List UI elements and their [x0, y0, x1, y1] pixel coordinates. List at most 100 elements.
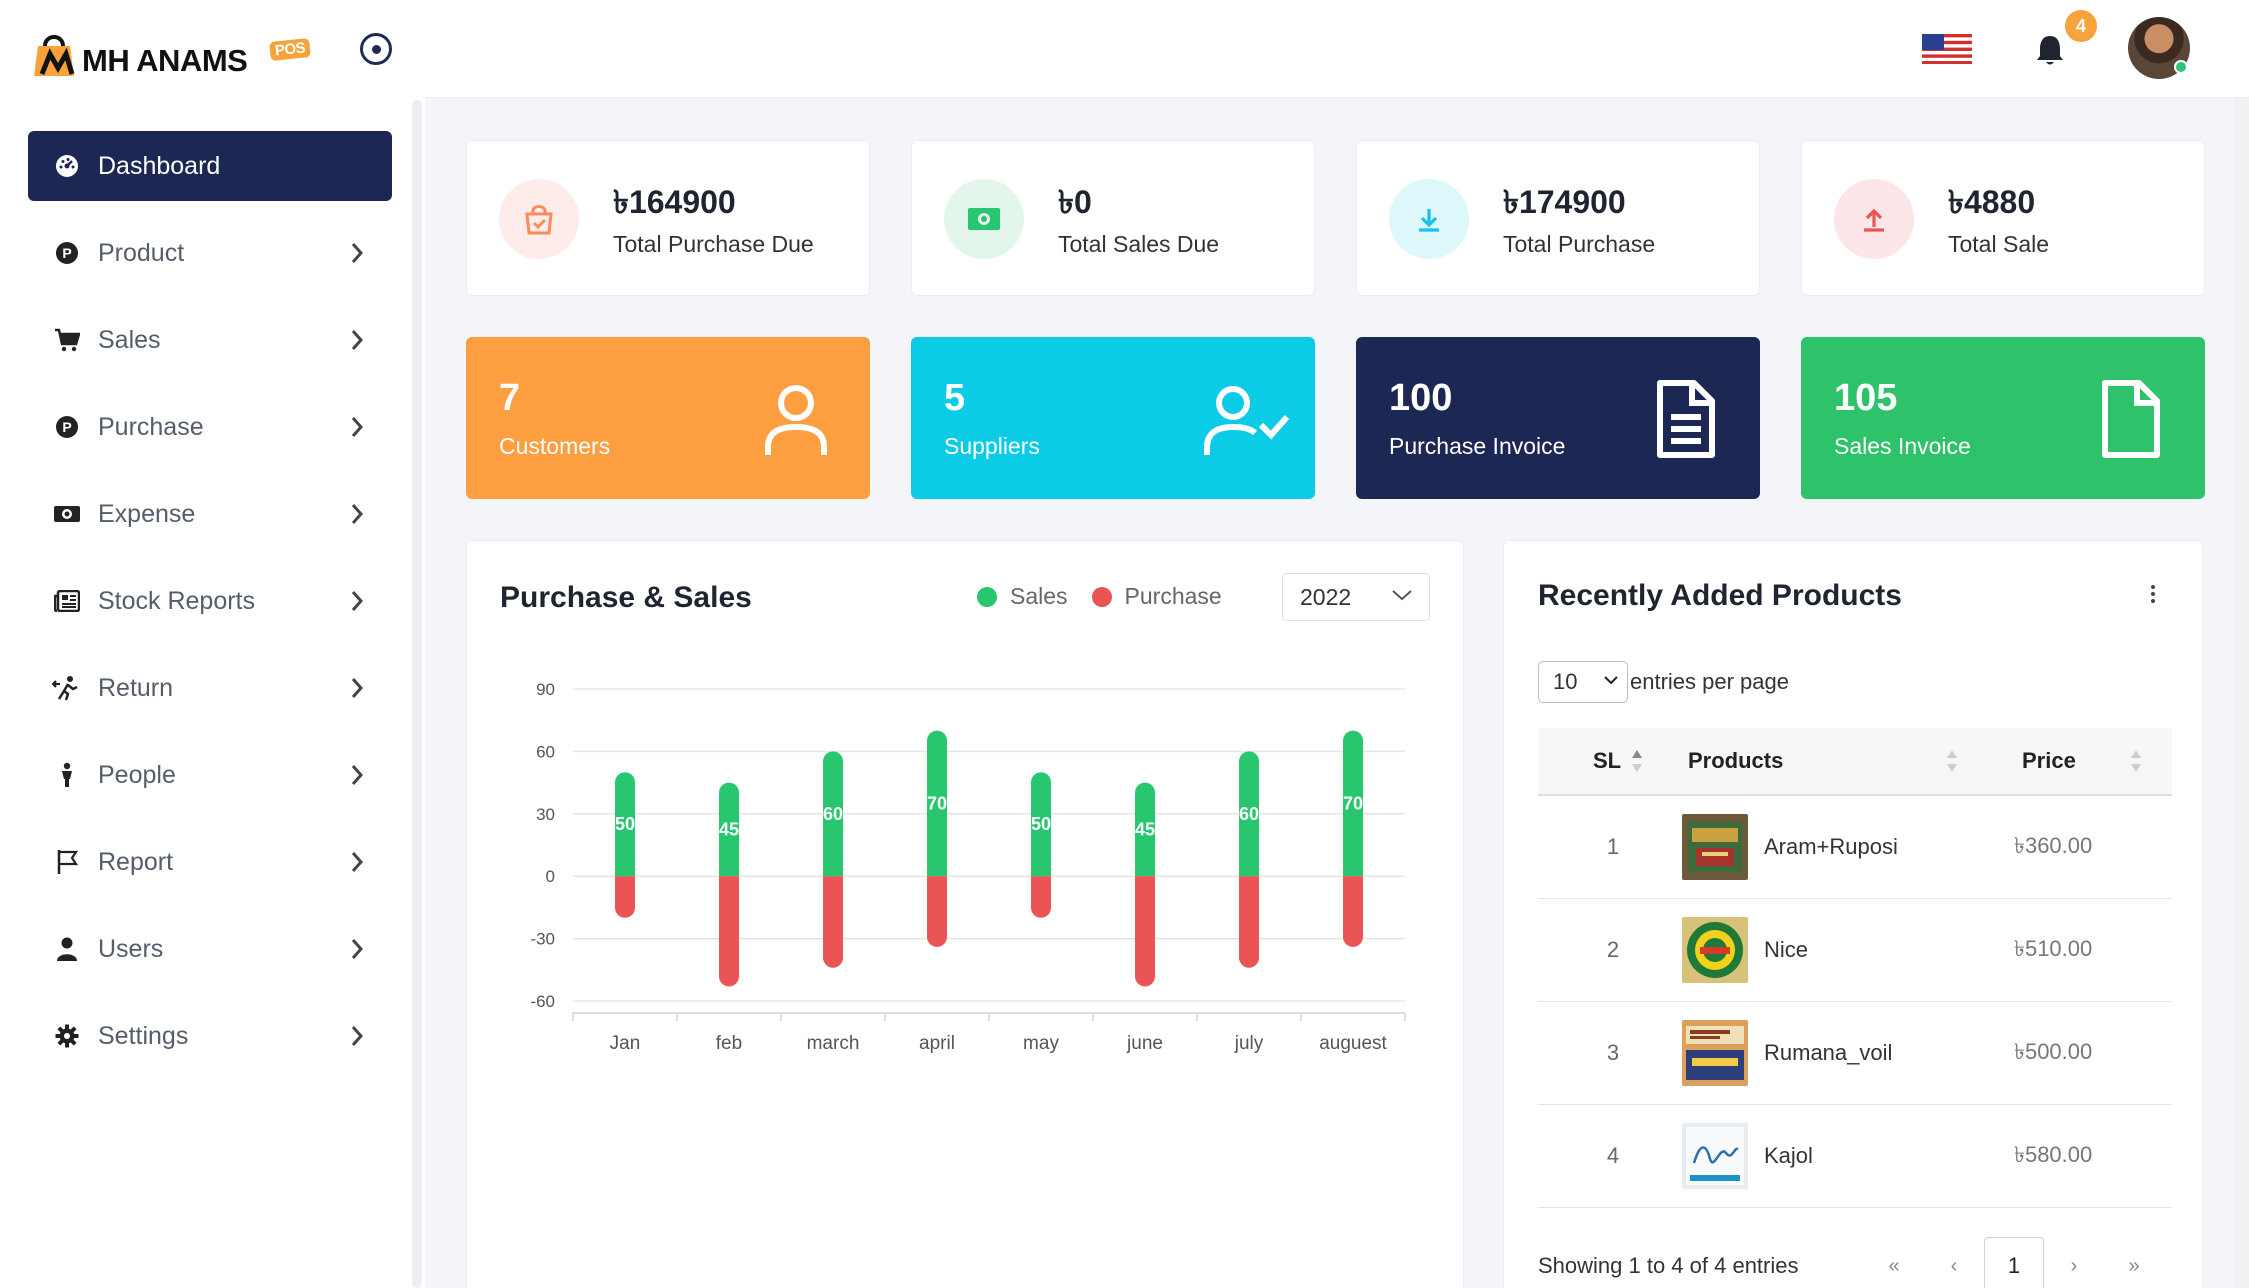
pagination: « ‹ 1 › »	[1864, 1237, 2164, 1288]
document-icon	[1657, 380, 1715, 458]
user-check-icon	[1204, 386, 1290, 455]
next-page-button[interactable]: ›	[2070, 1254, 2078, 1277]
chart-legend: Sales Purchase	[977, 583, 1246, 610]
chevron-right-icon	[346, 677, 368, 699]
sidebar-item-label: Report	[98, 847, 174, 876]
legend-item-purchase[interactable]: Purchase	[1091, 583, 1222, 610]
summary-label: Total Sales Due	[1058, 231, 1220, 257]
products-table: SL Products Price 1 Aram+Ruposi ৳360.00 …	[1538, 728, 2172, 1208]
brand-logo[interactable]: MH ANAMS POS	[28, 26, 312, 82]
count-card-suppliers[interactable]: 5 Suppliers	[911, 337, 1315, 499]
data-label: 50	[615, 814, 635, 834]
sales-bar	[927, 730, 947, 877]
more-options-icon[interactable]	[2148, 583, 2158, 609]
summary-amount: ৳4880	[1948, 184, 2036, 220]
data-label: 60	[823, 804, 843, 824]
sidebar-item-product[interactable]: P Product	[28, 218, 392, 288]
product-thumbnail	[1682, 1123, 1748, 1189]
count-value: 5	[944, 377, 966, 419]
product-price: ৳510.00	[2014, 935, 2093, 961]
legend-item-sales[interactable]: Sales	[977, 583, 1068, 610]
column-header-price[interactable]: Price	[1982, 728, 2172, 794]
prev-page-button[interactable]: ‹	[1950, 1254, 1958, 1277]
sidebar-item-users[interactable]: Users	[28, 914, 392, 984]
sales-bar-base	[615, 864, 635, 877]
us-flag-icon[interactable]	[1922, 34, 1972, 64]
sidebar-scrollbar[interactable]	[412, 100, 422, 1288]
bell-icon[interactable]	[2032, 32, 2068, 68]
sidebar-item-label: Product	[98, 238, 185, 267]
sidebar-toggle-button[interactable]	[360, 33, 392, 65]
y-tick-label: 90	[536, 680, 555, 699]
gear-icon	[52, 1021, 82, 1051]
sales-bar	[615, 772, 635, 877]
year-select[interactable]: 2022	[1282, 573, 1430, 621]
chevron-down-icon	[1604, 676, 1618, 685]
first-page-button[interactable]: «	[1888, 1254, 1900, 1277]
newspaper-icon	[52, 586, 82, 616]
chevron-right-icon	[346, 503, 368, 525]
sidebar-item-return[interactable]: Return	[28, 653, 392, 723]
notification-badge: 4	[2065, 10, 2097, 42]
data-label: 60	[1239, 804, 1259, 824]
purchase-sales-chart-card: Purchase & Sales Sales Purchase 2022 90 6…	[466, 540, 1464, 1288]
chevron-right-icon	[346, 938, 368, 960]
table-row[interactable]: 1 Aram+Ruposi ৳360.00	[1538, 796, 2172, 899]
data-label: 45	[719, 819, 739, 839]
x-tick-label: may	[1023, 1033, 1059, 1054]
column-header-products[interactable]: Products	[1648, 728, 1982, 794]
row-sl: 3	[1606, 1040, 1620, 1065]
count-label: Customers	[499, 433, 611, 459]
table-row[interactable]: 2 Nice ৳510.00	[1538, 899, 2172, 1002]
sort-icon	[1947, 750, 1957, 772]
count-card-sales-invoice[interactable]: 105 Sales Invoice	[1801, 337, 2205, 499]
x-tick-label: feb	[716, 1033, 742, 1054]
summary-card-total-sale: ৳4880 Total Sale	[1801, 140, 2205, 296]
page-scrollbar[interactable]	[2234, 98, 2249, 1288]
table-row[interactable]: 3 Rumana_voil ৳500.00	[1538, 1002, 2172, 1105]
sidebar-item-dashboard[interactable]: Dashboard	[28, 131, 392, 201]
count-label: Sales Invoice	[1834, 433, 1971, 459]
purchase-bar	[1343, 876, 1363, 947]
table-row[interactable]: 4 Kajol ৳580.00	[1538, 1105, 2172, 1208]
count-value: 105	[1834, 377, 1898, 419]
column-header-sl[interactable]: SL	[1538, 728, 1648, 794]
data-label: 45	[1135, 819, 1155, 839]
sidebar-item-label: Stock Reports	[98, 586, 256, 615]
row-sl: 4	[1606, 1143, 1620, 1168]
y-tick-label: -60	[530, 992, 555, 1011]
sidebar-item-settings[interactable]: Settings	[28, 1001, 392, 1071]
purchase-dot-icon	[1091, 586, 1112, 607]
purchase-bar	[823, 876, 843, 968]
sidebar-nav: Dashboard P Product Sales P Purchase Exp…	[28, 131, 392, 1088]
products-title: Recently Added Products	[1538, 579, 1902, 612]
purchase-icon: P	[52, 412, 82, 442]
chevron-right-icon	[346, 590, 368, 612]
product-thumbnail	[1682, 917, 1748, 983]
count-card-purchase-invoice[interactable]: 100 Purchase Invoice	[1356, 337, 1760, 499]
sidebar-item-label: Sales	[98, 325, 161, 354]
money-icon	[52, 499, 82, 529]
page-button-current[interactable]: 1	[1984, 1237, 2044, 1288]
product-thumbnail	[1682, 1020, 1748, 1086]
data-label: 50	[1031, 814, 1051, 834]
entries-per-page: 10 entries per page	[1538, 661, 1789, 703]
flag-icon	[52, 847, 82, 877]
sidebar-item-report[interactable]: Report	[28, 827, 392, 897]
purchase-bar	[927, 876, 947, 947]
sales-bar-base	[1343, 864, 1363, 877]
sales-bar-base	[719, 864, 739, 877]
sidebar-item-stock-reports[interactable]: Stock Reports	[28, 566, 392, 636]
table-header: SL Products Price	[1538, 728, 2172, 796]
last-page-button[interactable]: »	[2128, 1254, 2140, 1277]
purchase-bar-base	[615, 876, 635, 889]
sidebar-item-purchase[interactable]: P Purchase	[28, 392, 392, 462]
legend-label: Sales	[1010, 583, 1068, 609]
sidebar-item-expense[interactable]: Expense	[28, 479, 392, 549]
legend-label: Purchase	[1124, 583, 1222, 609]
sidebar-item-sales[interactable]: Sales	[28, 305, 392, 375]
chevron-right-icon	[346, 851, 368, 873]
sidebar-item-people[interactable]: People	[28, 740, 392, 810]
per-page-select[interactable]: 10	[1538, 661, 1628, 703]
count-card-customers[interactable]: 7 Customers	[466, 337, 870, 499]
